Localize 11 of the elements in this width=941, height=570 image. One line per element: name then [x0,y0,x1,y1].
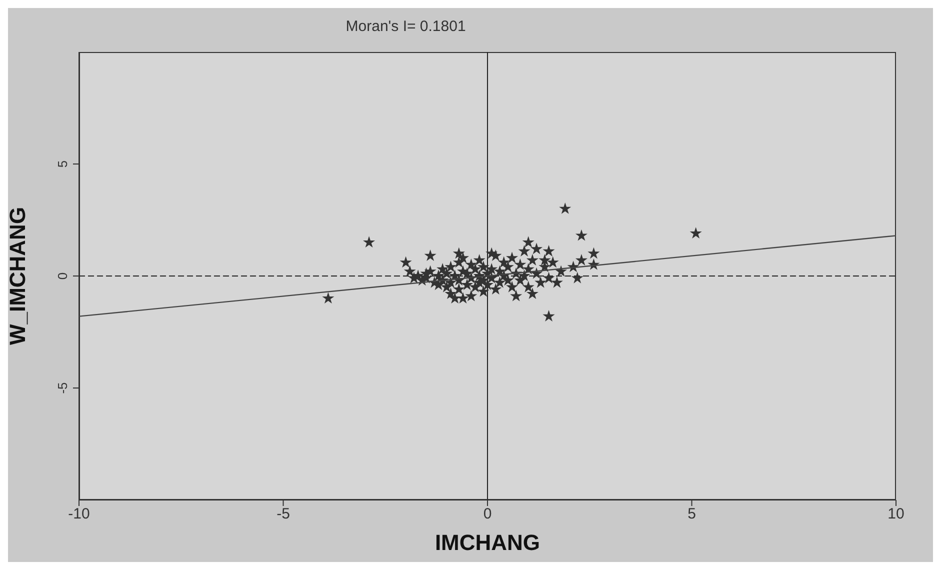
x-tick-label: -5 [276,506,290,523]
x-axis-title: IMCHANG [434,530,540,555]
y-tick-label: 5 [55,160,70,168]
x-tick-label: 5 [688,506,696,523]
y-axis-title: W_IMCHANG [4,206,30,346]
chart-title: Moran's I= 0.1801 [344,18,467,35]
x-tick-label: -10 [68,506,90,523]
x-tick-label: 10 [888,506,904,523]
y-tick-label: -5 [55,382,70,394]
y-tick-label: 0 [55,272,70,280]
x-tick-label: 0 [483,506,492,523]
